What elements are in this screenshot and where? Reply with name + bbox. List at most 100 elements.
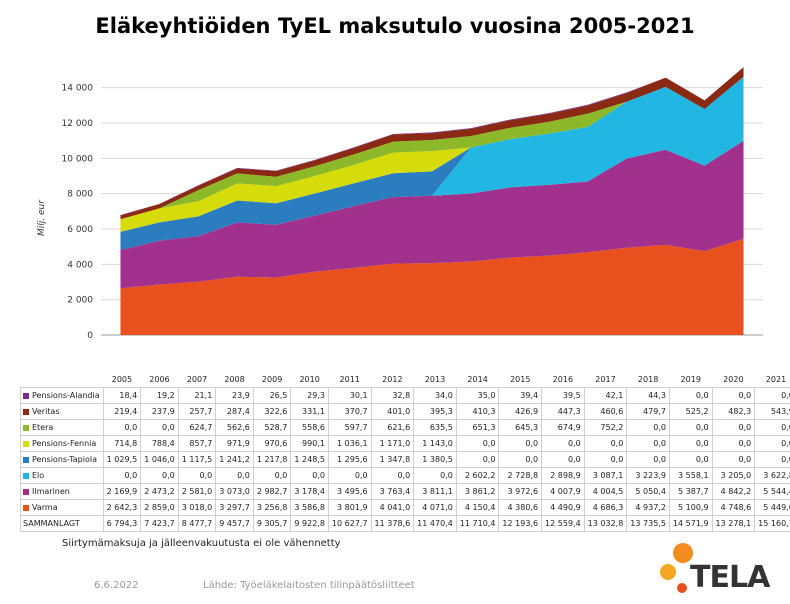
footer-source: Lähde: Työeläkelaitosten tilinpäätösliit… xyxy=(203,580,415,591)
x-tick-label: 2006 xyxy=(149,375,170,384)
x-tick-label: 2014 xyxy=(467,375,488,384)
data-label: 0,0 xyxy=(711,435,756,452)
data-label: 651,3 xyxy=(455,419,500,436)
data-label: 3 763,4 xyxy=(370,483,415,500)
data-label: 3 223,9 xyxy=(626,467,670,484)
data-label: 460,6 xyxy=(583,403,628,420)
data-label: 0,0 xyxy=(754,451,790,468)
data-label: 10 627,7 xyxy=(327,515,372,532)
data-label: 1 171,0 xyxy=(370,435,415,452)
data-label: 0,0 xyxy=(541,435,585,452)
table-row: Pensions-Alandia 18,4 19,2 21,1 23,9 26,5 29,3… xyxy=(20,387,790,404)
data-label: 15 160,7 xyxy=(754,515,790,532)
data-label: 3 622,8 xyxy=(754,467,790,484)
x-tick-label: 2008 xyxy=(224,375,245,384)
data-label: 23,9 xyxy=(215,387,254,404)
data-label: 1 248,5 xyxy=(290,451,329,468)
data-label: 39,5 xyxy=(541,387,585,404)
data-label: 4 490,9 xyxy=(541,499,585,516)
data-label: 5 100,9 xyxy=(668,499,713,516)
x-tick-label: 2009 xyxy=(261,375,283,384)
data-label: 257,7 xyxy=(177,403,217,420)
data-label: 11 710,4 xyxy=(455,515,500,532)
table-row: Pensions-Tapiola 1 029,5 1 046,0 1 117,5 1 2… xyxy=(20,451,790,468)
y-tick-label: 0 xyxy=(87,331,93,341)
data-label: 2 169,9 xyxy=(102,483,142,500)
legend-swatch xyxy=(23,408,29,415)
data-label: 3 256,8 xyxy=(252,499,292,516)
data-label: 4 686,3 xyxy=(583,499,628,516)
data-label: 5 050,4 xyxy=(626,483,670,500)
area-varma xyxy=(120,238,744,335)
data-label: 543,9 xyxy=(754,403,790,420)
data-label: 2 581,0 xyxy=(177,483,217,500)
data-label: 3 073,0 xyxy=(215,483,254,500)
y-tick-label: 12 000 xyxy=(62,119,94,129)
data-label: 12 559,4 xyxy=(541,515,585,532)
data-label: 9 457,7 xyxy=(215,515,254,532)
chart-title: Eläkeyhtiöiden TyEL maksutulo vuosina 20… xyxy=(95,14,695,38)
row-label: Varma xyxy=(20,499,104,516)
row-label: Elo xyxy=(20,467,104,484)
data-label: 395,3 xyxy=(413,403,457,420)
data-label: 1 036,1 xyxy=(327,435,372,452)
y-tick-label: 14 000 xyxy=(62,84,94,94)
data-label: 0,0 xyxy=(498,435,543,452)
data-label: 0,0 xyxy=(177,467,217,484)
footnote: Siirtymämaksuja ja jälleenvakuutusta ei … xyxy=(62,538,341,549)
data-label: 4 071,0 xyxy=(413,499,457,516)
data-label: 4 937,2 xyxy=(626,499,670,516)
x-tick-label: 2015 xyxy=(510,375,531,384)
data-label: 479,7 xyxy=(626,403,670,420)
table-row: Elo 0,0 0,0 0,0 0,0 0,0 0,0 0,0 0,0 0,0 2 602,2 2 7… xyxy=(20,467,790,484)
legend-swatch xyxy=(23,472,29,479)
x-tick-label: 2005 xyxy=(111,375,133,384)
legend-swatch xyxy=(23,440,29,447)
data-label: 0,0 xyxy=(140,467,179,484)
area-ilmarinen xyxy=(120,140,744,289)
data-label: 0,0 xyxy=(455,451,500,468)
data-label: 0,0 xyxy=(626,435,670,452)
data-label: 6 794,3 xyxy=(102,515,142,532)
data-label: 29,3 xyxy=(290,387,329,404)
data-label: 401,0 xyxy=(370,403,415,420)
data-label: 0,0 xyxy=(754,435,790,452)
data-label: 13 735,5 xyxy=(626,515,670,532)
row-label: Pensions-Alandia xyxy=(20,387,104,404)
data-label: 32,8 xyxy=(370,387,415,404)
data-label: 1 295,6 xyxy=(327,451,372,468)
data-label: 0,0 xyxy=(583,435,628,452)
data-label: 30,1 xyxy=(327,387,372,404)
data-label: 3 495,6 xyxy=(327,483,372,500)
data-label: 1 347,8 xyxy=(370,451,415,468)
legend-swatch xyxy=(23,456,29,463)
data-label: 1 029,5 xyxy=(102,451,142,468)
data-label: 0,0 xyxy=(541,451,585,468)
table-row: Etera 0,0 0,0 624,7 562,6 528,7 558,6 597,7 621,… xyxy=(20,419,790,436)
data-label: 14 571,9 xyxy=(668,515,713,532)
data-label: 0,0 xyxy=(327,467,372,484)
data-label: 35,0 xyxy=(455,387,500,404)
row-label: Etera xyxy=(20,419,104,436)
data-label: 2 473,2 xyxy=(140,483,179,500)
y-axis-label: Milj. eur xyxy=(37,199,47,236)
data-label: 12 193,6 xyxy=(498,515,543,532)
data-label: 752,2 xyxy=(583,419,628,436)
data-label: 788,4 xyxy=(140,435,179,452)
data-label: 645,3 xyxy=(498,419,543,436)
y-tick-label: 2 000 xyxy=(67,296,93,306)
data-label: 3 861,2 xyxy=(455,483,500,500)
logo-dot-large xyxy=(673,543,693,563)
data-label: 5 387,7 xyxy=(668,483,713,500)
data-label: 11 378,6 xyxy=(370,515,415,532)
logo-dot-small xyxy=(677,583,687,593)
data-label: 5 544,4 xyxy=(754,483,790,500)
data-label: 21,1 xyxy=(177,387,217,404)
data-label: 7 423,7 xyxy=(140,515,179,532)
data-label: 219,4 xyxy=(102,403,142,420)
data-label: 9 922,8 xyxy=(290,515,329,532)
row-label: Veritas xyxy=(20,403,104,420)
data-label: 287,4 xyxy=(215,403,254,420)
data-label: 0,0 xyxy=(626,451,670,468)
data-label: 558,6 xyxy=(290,419,329,436)
